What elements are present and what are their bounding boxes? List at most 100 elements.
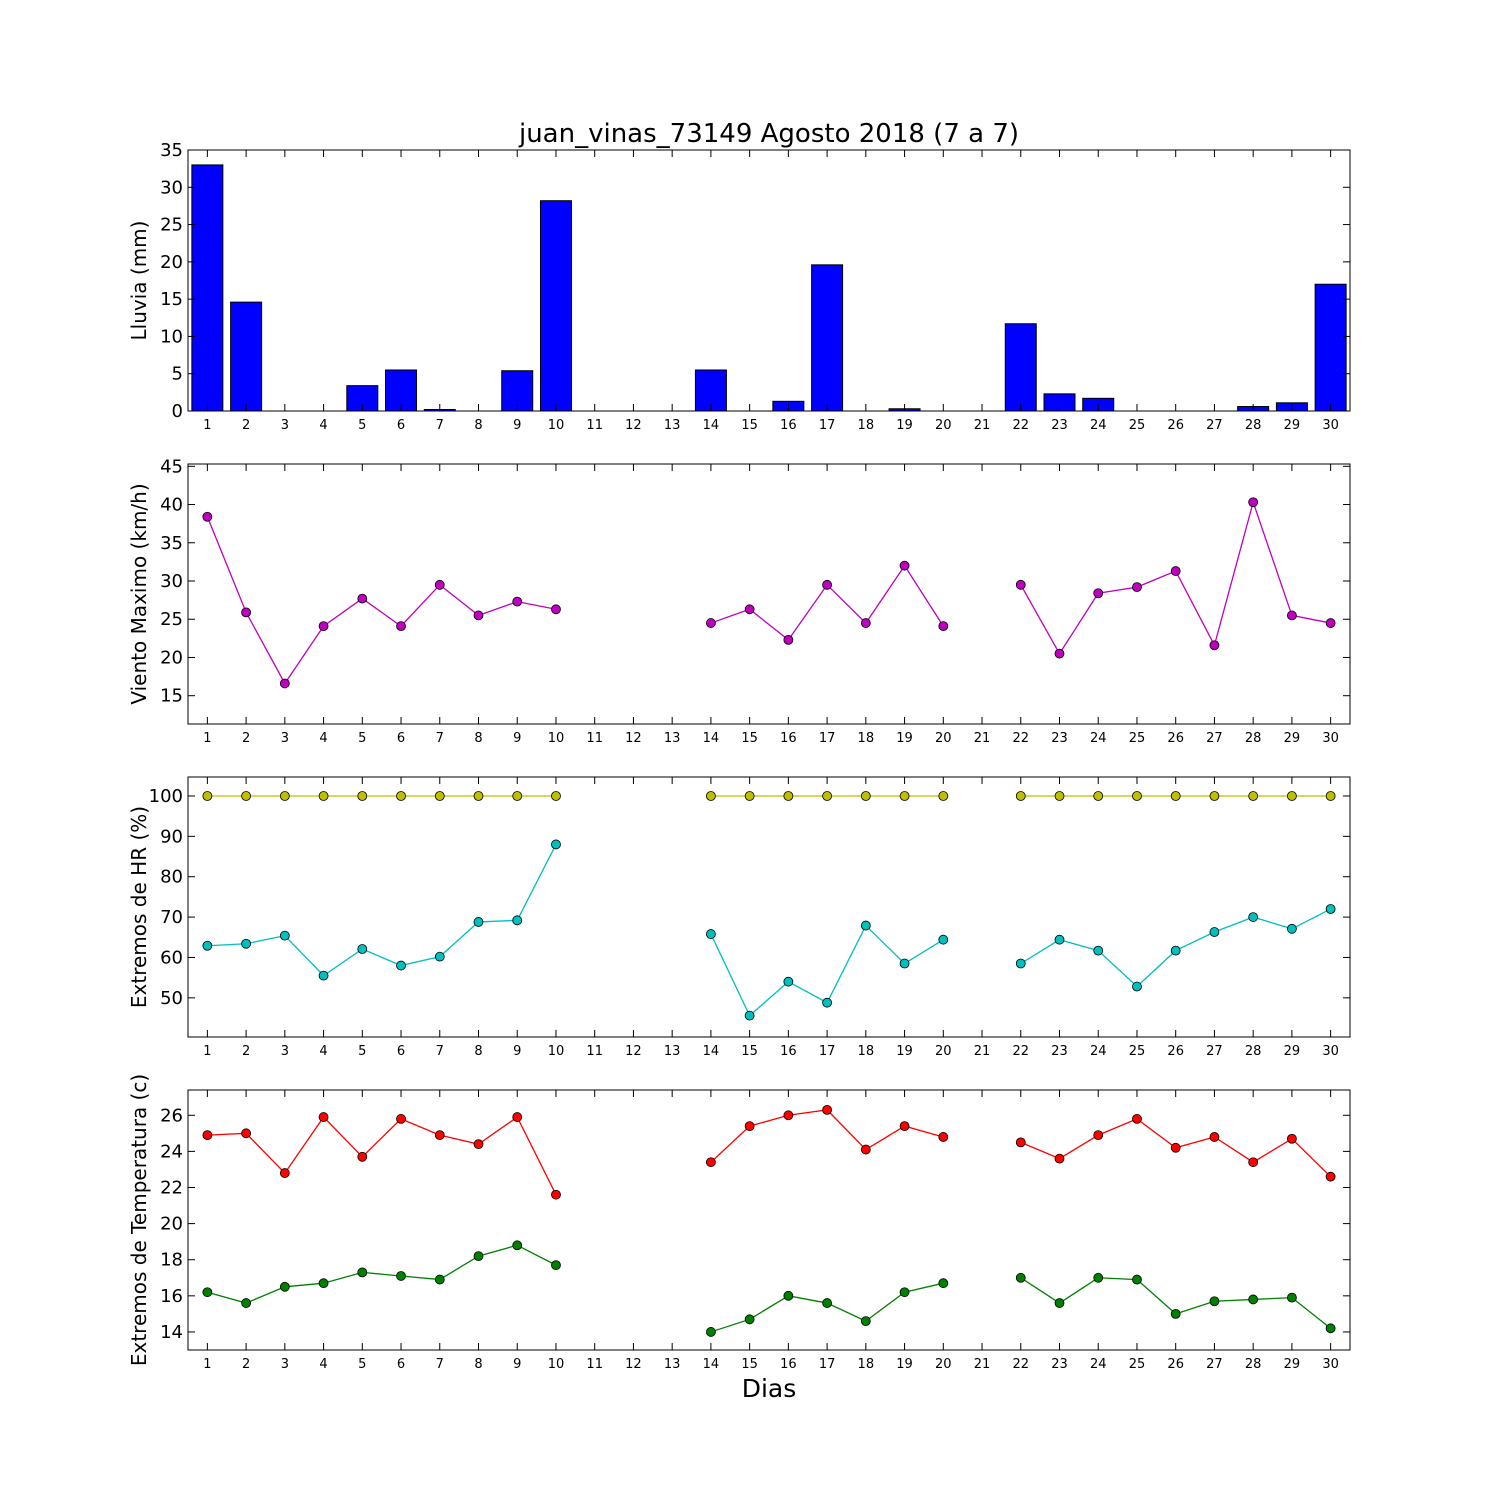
x-tick-label: 6	[397, 1357, 405, 1372]
point-series-1-day-16	[783, 976, 794, 987]
x-tick-label: 27	[1206, 1044, 1223, 1059]
x-tick-label: 3	[281, 1044, 289, 1059]
x-tick-label: 22	[1012, 418, 1029, 433]
point-series-0-day-9	[512, 1112, 523, 1122]
point-series-1-day-19	[899, 1287, 910, 1298]
point-series-0-day-16	[783, 1110, 794, 1121]
point-series-0-day-4	[318, 791, 329, 801]
x-tick-label: 13	[664, 1044, 681, 1059]
point-series-0-day-23	[1054, 648, 1065, 659]
y-tick-label: 14	[160, 1322, 183, 1343]
x-tick-label: 21	[974, 1044, 991, 1059]
point-series-0-day-25	[1132, 791, 1142, 801]
x-tick-label: 5	[358, 731, 366, 746]
x-tick-label: 26	[1167, 1357, 1184, 1372]
x-tick-label: 3	[281, 1357, 289, 1372]
point-series-1-day-29	[1287, 1292, 1297, 1303]
y-axis-label: Viento Maximo (km/h)	[127, 483, 151, 704]
point-series-1-day-6	[396, 960, 406, 971]
y-tick-label: 15	[160, 686, 183, 707]
bar-day-22	[1004, 323, 1037, 412]
point-series-0-day-29	[1287, 791, 1297, 801]
x-tick-label: 11	[586, 1357, 603, 1372]
x-tick-label: 22	[1012, 1044, 1029, 1059]
y-tick-label: 24	[160, 1141, 183, 1162]
y-tick-label: 30	[160, 571, 183, 592]
x-tick-label: 18	[858, 731, 875, 746]
x-tick-label: 2	[242, 731, 250, 746]
point-series-1-day-19	[899, 958, 910, 969]
x-tick-label: 6	[397, 731, 405, 746]
point-series-1-day-10	[551, 839, 561, 850]
x-tick-label: 13	[664, 1357, 681, 1372]
point-series-0-day-8	[473, 791, 484, 801]
point-series-0-day-27	[1209, 791, 1220, 801]
point-series-1-day-18	[860, 920, 871, 931]
x-tick-label: 17	[819, 731, 836, 746]
x-tick-label: 26	[1167, 731, 1184, 746]
y-tick-label: 20	[160, 647, 183, 668]
point-series-0-day-24	[1093, 588, 1104, 599]
axes-frame	[187, 776, 1351, 1038]
y-tick-label: 20	[160, 252, 183, 273]
bar-day-10	[539, 200, 572, 412]
point-series-0-day-4	[318, 1112, 329, 1122]
point-series-0-day-17	[822, 1104, 832, 1115]
x-tick-label: 23	[1051, 1044, 1068, 1059]
y-tick-label: 35	[160, 140, 183, 161]
point-series-0-day-30	[1325, 1171, 1336, 1182]
y-tick-label: 25	[160, 609, 183, 630]
point-series-0-day-18	[860, 1144, 871, 1155]
y-tick-label: 50	[160, 988, 183, 1009]
x-tick-label: 29	[1284, 418, 1301, 433]
x-tick-label: 17	[819, 1357, 836, 1372]
point-series-0-day-20	[938, 1132, 949, 1142]
point-series-0-day-6	[396, 791, 406, 801]
series-0-line	[207, 1116, 557, 1196]
x-tick-label: 13	[664, 731, 681, 746]
point-series-0-day-6	[396, 621, 406, 632]
point-series-0-day-3	[279, 1168, 290, 1178]
series-1-line	[207, 844, 557, 977]
point-series-0-day-3	[279, 678, 290, 689]
x-tick-label: 20	[935, 418, 952, 433]
x-tick-label: 5	[358, 1357, 366, 1372]
x-tick-label: 11	[586, 731, 603, 746]
point-series-0-day-23	[1054, 791, 1065, 801]
x-tick-label: 27	[1206, 1357, 1223, 1372]
point-series-1-day-2	[241, 938, 252, 949]
point-series-1-day-9	[512, 1240, 523, 1251]
point-series-0-day-10	[551, 791, 561, 801]
x-tick-label: 1	[203, 418, 211, 433]
point-series-1-day-27	[1209, 927, 1220, 937]
x-tick-label: 25	[1129, 731, 1146, 746]
point-series-1-day-25	[1132, 1274, 1142, 1285]
x-tick-label: 24	[1090, 1357, 1107, 1372]
point-series-0-day-5	[357, 791, 368, 801]
x-tick-label: 14	[703, 418, 720, 433]
point-series-1-day-28	[1248, 1294, 1259, 1305]
point-series-1-day-24	[1093, 945, 1104, 956]
x-tick-label: 20	[935, 1357, 952, 1372]
x-tick-label: 12	[625, 1357, 642, 1372]
x-tick-label: 29	[1284, 731, 1301, 746]
point-series-1-day-17	[822, 997, 832, 1008]
point-series-0-day-19	[899, 1121, 910, 1132]
point-series-1-day-4	[318, 970, 329, 981]
point-series-0-day-24	[1093, 1130, 1104, 1141]
point-series-1-day-22	[1015, 958, 1026, 969]
x-tick-label: 15	[741, 1357, 758, 1372]
x-tick-label: 10	[548, 418, 565, 433]
point-series-1-day-17	[822, 1298, 832, 1308]
point-series-1-day-3	[279, 1281, 290, 1292]
point-series-1-day-6	[396, 1271, 406, 1281]
point-series-0-day-9	[512, 791, 523, 801]
x-tick-label: 28	[1245, 731, 1262, 746]
x-tick-label: 6	[397, 418, 405, 433]
x-tick-label: 21	[974, 418, 991, 433]
point-series-0-day-1	[202, 511, 213, 522]
y-tick-label: 60	[160, 947, 183, 968]
x-tick-label: 2	[242, 1357, 250, 1372]
